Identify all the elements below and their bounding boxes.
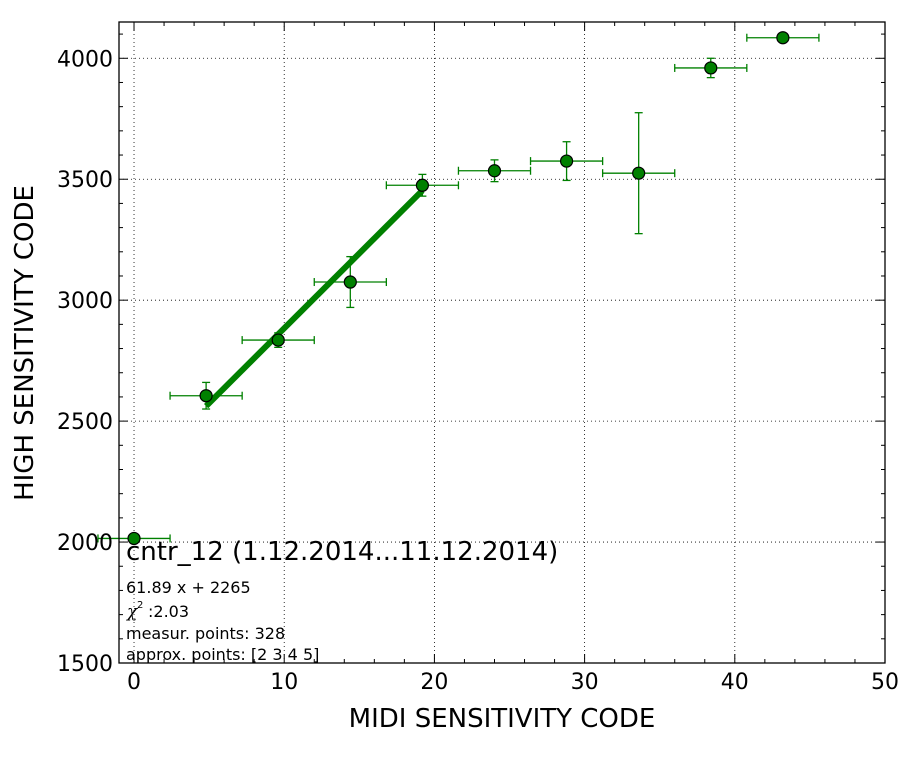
data-point xyxy=(313,255,387,309)
y-tick-label: 4000 xyxy=(57,47,113,72)
y-axis-label: HIGH SENSITIVITY CODE xyxy=(10,185,40,501)
point-marker xyxy=(559,154,574,168)
chi-squared-value: :2.03 xyxy=(148,602,189,621)
y-tick-label: 1500 xyxy=(57,652,113,677)
x-tick-label: 0 xyxy=(127,670,141,695)
x-tick-label: 50 xyxy=(871,670,899,695)
data-point xyxy=(529,141,604,182)
chi-squared-superscript: 2 xyxy=(137,600,143,611)
data-point xyxy=(385,173,460,197)
fit-line-group xyxy=(203,188,425,409)
point-marker xyxy=(271,333,285,347)
data-point xyxy=(241,332,315,348)
x-tick-label: 10 xyxy=(270,670,298,695)
data-point xyxy=(746,31,820,45)
data-point xyxy=(601,112,676,235)
chart-title: cntr_12 (1.12.2014...11.12.2014) xyxy=(126,537,558,567)
tick-labels: 0 10 20 30 40 50 1500 2000 2500 3000 3500 4000 xyxy=(57,47,899,695)
x-tick-label: 40 xyxy=(721,670,749,695)
data-point xyxy=(169,381,243,410)
point-marker xyxy=(199,389,213,403)
point-marker xyxy=(415,178,429,192)
y-tick-label: 2500 xyxy=(57,410,113,435)
point-marker xyxy=(343,275,357,289)
x-axis-label: MIDI SENSITIVITY CODE xyxy=(349,704,656,734)
x-tick-label: 20 xyxy=(420,670,448,695)
fit-line xyxy=(203,188,425,409)
point-marker xyxy=(127,531,141,546)
data-point xyxy=(674,57,748,79)
axis-ticks xyxy=(119,22,886,664)
point-marker xyxy=(487,164,502,178)
fit-equation: 61.89 x + 2265 xyxy=(126,578,251,597)
y-tick-label: 3500 xyxy=(57,168,113,193)
chi-squared-symbol: χ xyxy=(126,602,139,622)
measured-points: measur. points: 328 xyxy=(126,624,285,643)
plot-frame xyxy=(118,21,886,664)
x-tick-label: 30 xyxy=(571,670,599,695)
data-point xyxy=(457,159,532,183)
approx-points: approx. points: [2 3 4 5] xyxy=(126,645,319,664)
point-marker xyxy=(632,166,646,180)
point-marker xyxy=(704,61,718,75)
data-point xyxy=(97,531,171,546)
point-marker xyxy=(776,31,790,45)
data-points xyxy=(97,31,820,546)
y-tick-label: 2000 xyxy=(57,531,113,556)
y-tick-label: 3000 xyxy=(57,289,113,314)
